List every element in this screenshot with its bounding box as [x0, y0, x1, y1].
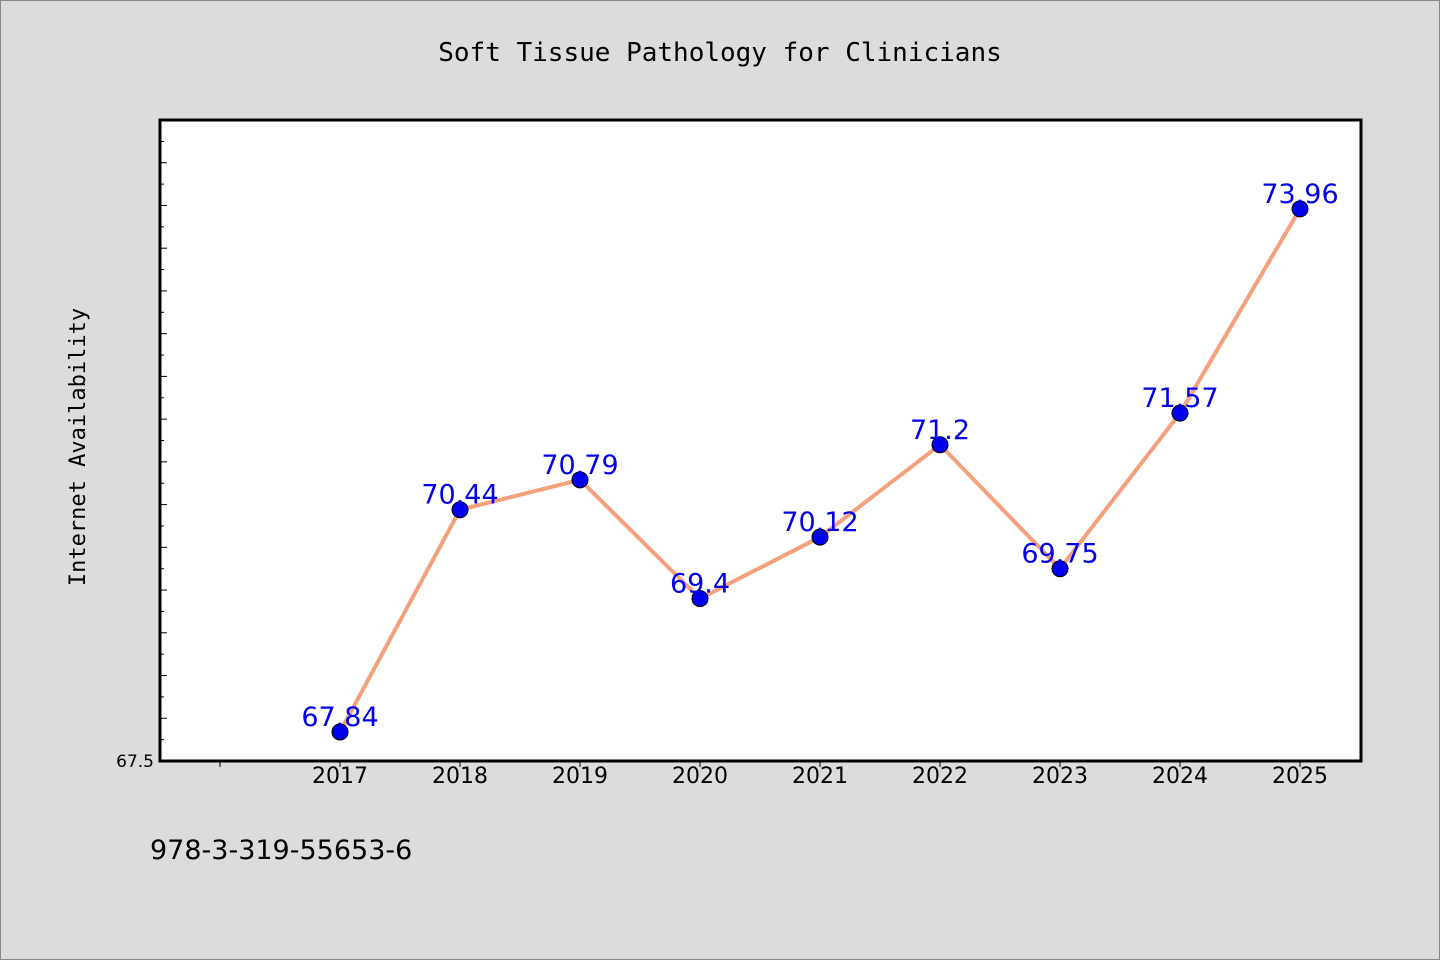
x-tick-label: 2021	[792, 764, 848, 789]
x-tick-label: 2022	[912, 764, 968, 789]
data-label: 70.79	[541, 450, 618, 481]
data-label: 70.12	[781, 507, 858, 538]
y-axis-label: Internet Availability	[66, 308, 91, 586]
plot-area	[160, 120, 1361, 761]
data-label: 67.84	[301, 702, 378, 733]
x-tick-label: 2024	[1152, 764, 1208, 789]
data-label: 71.57	[1141, 383, 1218, 414]
data-labels-layer: 67.84 70.44 70.79 69.4 70.12 71.2 69.75 71.57 73…	[301, 179, 1338, 733]
x-tick-label: 2019	[552, 764, 608, 789]
isbn-identifier: 978-3-319-55653-6	[150, 835, 413, 866]
data-point	[1051, 560, 1069, 578]
data-point	[1291, 200, 1309, 218]
x-tick-label: 2018	[432, 764, 488, 789]
chart-title: Soft Tissue Pathology for Clinicians	[438, 38, 1002, 68]
x-tick-label: 2020	[672, 764, 728, 789]
x-tick-label: 2017	[312, 764, 368, 789]
data-point	[331, 723, 349, 741]
y-tick-label: 67.5	[116, 752, 154, 772]
data-label: 73.96	[1261, 179, 1338, 210]
x-tick-label: 2025	[1272, 764, 1328, 789]
axis-ticks: 67.5 2017 2018 2019 2020 2021 2022 2023 2024 2025	[116, 119, 1328, 789]
data-label: 71.2	[910, 415, 970, 446]
data-point	[811, 528, 829, 546]
data-label: 69.4	[670, 569, 730, 600]
data-point	[571, 471, 589, 489]
data-label: 69.75	[1021, 539, 1098, 570]
series-layer	[331, 200, 1309, 741]
data-point	[931, 436, 949, 454]
x-tick-label: 2023	[1032, 764, 1088, 789]
data-point	[1171, 404, 1189, 422]
plot-frame	[158, 118, 1363, 763]
data-point	[691, 590, 709, 608]
data-point	[451, 501, 469, 519]
data-label: 70.44	[421, 480, 498, 511]
